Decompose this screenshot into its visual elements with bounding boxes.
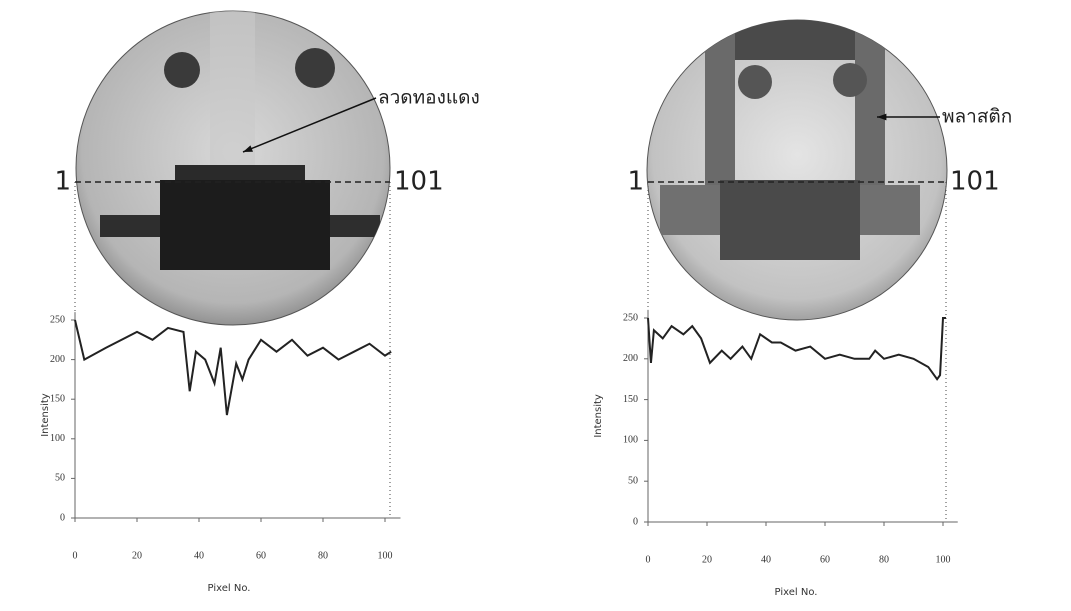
x-axis-title: Pixel No.: [775, 587, 818, 598]
y-tick-label: 0: [633, 516, 638, 527]
intensity-line: [75, 320, 391, 415]
intensity-line: [648, 318, 946, 379]
y-axis-title: Intensity: [40, 393, 51, 437]
x-axis-title: Pixel No.: [208, 583, 251, 594]
profile-end-label: 101: [394, 167, 444, 197]
y-tick-label: 250: [50, 314, 65, 325]
annotation: ลวดทองแดง: [378, 87, 480, 109]
profile-end-label: 101: [950, 167, 1000, 197]
figure: 1101ลวดทองแดง050100150200250020406080100…: [0, 0, 1071, 611]
y-tick-label: 50: [55, 473, 65, 484]
x-tick-label: 60: [820, 554, 830, 565]
x-tick-label: 20: [702, 554, 712, 565]
y-axis-title: Intensity: [593, 394, 604, 438]
profile-start-label: 1: [627, 167, 644, 197]
y-tick-label: 0: [60, 512, 65, 523]
x-tick-label: 100: [378, 550, 393, 561]
x-tick-label: 60: [256, 550, 266, 561]
y-tick-label: 50: [628, 475, 638, 486]
y-tick-label: 150: [50, 393, 65, 404]
radiograph-right: [647, 20, 947, 320]
x-tick-label: 0: [73, 550, 78, 561]
y-tick-label: 200: [623, 353, 638, 364]
y-tick-label: 100: [623, 435, 638, 446]
x-tick-label: 40: [194, 550, 204, 561]
annotation: พลาสติก: [942, 106, 1012, 128]
x-tick-label: 80: [879, 554, 889, 565]
x-tick-label: 40: [761, 554, 771, 565]
x-tick-label: 0: [646, 554, 651, 565]
y-tick-label: 200: [50, 354, 65, 365]
y-tick-label: 100: [50, 433, 65, 444]
x-tick-label: 20: [132, 550, 142, 561]
x-tick-label: 80: [318, 550, 328, 561]
y-tick-label: 250: [623, 312, 638, 323]
y-tick-label: 150: [623, 394, 638, 405]
profile-start-label: 1: [54, 167, 71, 197]
x-tick-label: 100: [936, 554, 951, 565]
radiograph-left: [76, 10, 390, 325]
